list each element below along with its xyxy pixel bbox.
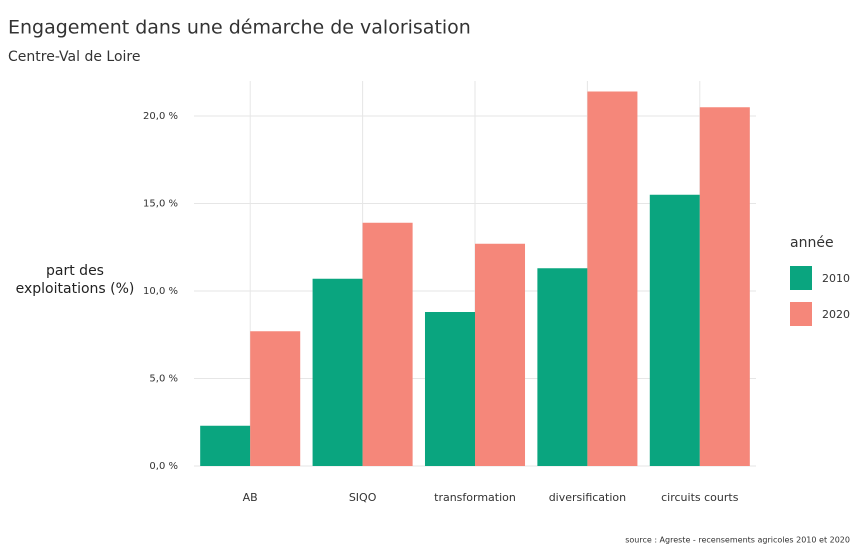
legend-label: 2020 [822,308,850,321]
y-tick-label: 10,0 % [143,286,178,297]
chart-subtitle: Centre-Val de Loire [8,49,140,65]
y-axis-label: part des exploitations (%) [15,263,135,297]
y-tick-label: 5,0 % [149,374,178,385]
bar [362,222,413,466]
legend-title: année [790,235,834,251]
x-tick-label: transformation [434,491,516,504]
bar [537,268,588,466]
legend-swatch [790,266,812,290]
bar [699,107,750,466]
bar [424,312,475,466]
x-tick-label: AB [243,491,258,504]
bar [312,278,363,466]
source: source : Agreste - recensements agricole… [625,536,850,545]
chart-title: Engagement dans une démarche de valorisa… [8,17,471,39]
bar [587,91,638,466]
y-tick-label: 20,0 % [143,111,178,122]
legend-label: 2010 [822,272,850,285]
bar [200,425,251,466]
legend-swatch [790,302,812,326]
x-tick-label: diversification [549,491,626,504]
bar [250,331,301,466]
bar [475,243,526,466]
y-tick-label: 0,0 % [149,461,178,472]
x-tick-label: SIQO [349,491,377,504]
bar [649,194,700,466]
x-tick-label: circuits courts [661,491,739,504]
y-tick-label: 15,0 % [143,199,178,210]
